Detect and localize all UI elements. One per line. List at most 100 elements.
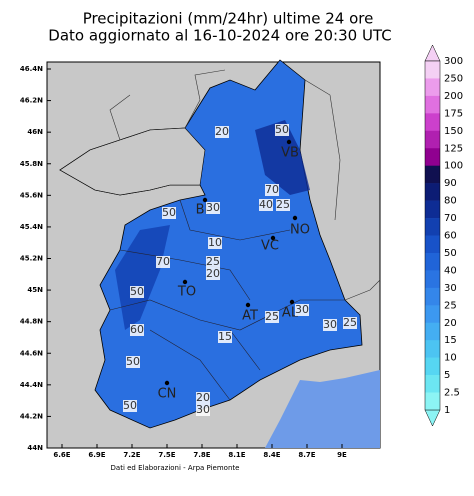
contour-label: 30 xyxy=(206,201,220,214)
contour-label: 20 xyxy=(196,391,210,404)
contour-label: 25 xyxy=(343,316,357,329)
sea xyxy=(265,370,380,448)
colorbar-cell xyxy=(425,235,440,254)
aosta xyxy=(59,127,206,196)
lat-tick-label: 44.4N xyxy=(20,381,43,389)
colorbar-label: 250 xyxy=(444,73,463,84)
lon-tick-label: 6.9E xyxy=(88,451,105,459)
colorbar-label: 90 xyxy=(444,178,457,189)
city-dot xyxy=(164,380,170,386)
contour-label: 60 xyxy=(130,323,144,336)
lon-tick-label: 6.6E xyxy=(53,451,70,459)
province-border xyxy=(109,199,345,401)
colorbar-cell xyxy=(425,113,440,132)
colorbar-label: 1 xyxy=(444,405,450,416)
contour-label: 50 xyxy=(130,285,144,298)
label-box xyxy=(265,311,279,323)
label-box xyxy=(206,202,220,214)
colorbar-cell xyxy=(425,200,440,219)
label-box xyxy=(162,207,176,219)
colorbar-label: 60 xyxy=(444,231,457,242)
city-dot xyxy=(286,139,292,145)
colorbar-label: 25 xyxy=(444,300,457,311)
lat-tick-label: 46N xyxy=(27,128,43,136)
border xyxy=(109,69,381,301)
city-label: AL xyxy=(282,306,299,321)
colorbar-cell xyxy=(425,392,440,411)
contour-label: 25 xyxy=(206,255,220,268)
label-box xyxy=(218,331,232,343)
lon-tick-label: 8.1E xyxy=(228,451,245,459)
contour-label: 50 xyxy=(162,206,176,219)
label-box xyxy=(276,199,290,211)
subtitle: Dato aggiornato al 16-10-2024 ore 20:30 … xyxy=(48,27,391,45)
label-box xyxy=(196,392,210,404)
lon-tick-label: 8.7E xyxy=(298,451,315,459)
contour-label: 50 xyxy=(126,355,140,368)
footer: Dati ed Elaborazioni - Arpa Piemonte xyxy=(111,464,240,472)
contour-label: 50 xyxy=(123,399,137,412)
lat-tick-label: 44.8N xyxy=(20,318,43,326)
colorbar-label: 40 xyxy=(444,265,457,276)
colorbar-cell xyxy=(425,130,440,149)
label-box xyxy=(259,199,273,211)
label-box xyxy=(123,400,137,412)
city-label: AT xyxy=(242,309,258,324)
map xyxy=(46,59,381,449)
label-box xyxy=(196,404,210,416)
label-box xyxy=(265,184,279,196)
contour-label: 10 xyxy=(208,236,222,249)
label-box xyxy=(156,256,170,268)
lat-tick-label: 44.2N xyxy=(20,412,43,420)
colorbar-label: 125 xyxy=(444,143,463,154)
colorbar-label: 20 xyxy=(444,318,457,329)
contour-label: 15 xyxy=(218,330,232,343)
colorbar-cell xyxy=(425,165,440,184)
contour-label: 25 xyxy=(265,310,279,323)
lon-tick-label: 7.8E xyxy=(193,451,210,459)
colorbar-cell xyxy=(425,95,440,114)
colorbar: 300 250 200 175 150 125 100 90 80 70 60 50 40 30 25 20 1… xyxy=(424,44,463,427)
colorbar-cell xyxy=(425,218,440,236)
colorbar-label: 80 xyxy=(444,196,457,207)
label-box xyxy=(323,319,337,331)
contour-label: 40 xyxy=(259,198,273,211)
colorbar-label: 5 xyxy=(444,370,450,381)
colorbar-tip xyxy=(424,409,441,427)
label-box xyxy=(130,286,144,298)
lat-tick-label: 45N xyxy=(27,286,43,294)
contour-label: 70 xyxy=(265,183,279,196)
city-label: TO xyxy=(177,285,196,300)
contour-label: 50 xyxy=(275,123,289,136)
colorbar-cell xyxy=(425,252,440,271)
label-box xyxy=(295,304,309,316)
lon-tick-label: 8.4E xyxy=(263,451,280,459)
lat-tick-label: 46.2N xyxy=(20,97,43,105)
label-box xyxy=(275,124,289,136)
colorbar-cell xyxy=(425,78,440,97)
lat-tick-label: 44N xyxy=(27,444,43,452)
colorbar-cell xyxy=(425,148,440,166)
colorbar-label: 50 xyxy=(444,248,457,259)
lat-tick-label: 46.4N xyxy=(20,65,43,73)
city-label: BI xyxy=(196,203,209,218)
colorbar-label: 70 xyxy=(444,213,457,224)
colorbar-label: 10 xyxy=(444,353,457,364)
colorbar-label: 2.5 xyxy=(444,388,460,399)
colorbar-label: 15 xyxy=(444,335,457,346)
contour-label: 30 xyxy=(323,318,337,331)
city-dot xyxy=(292,215,298,221)
colorbar-cell xyxy=(425,340,440,358)
city-label: VB xyxy=(281,146,299,161)
lon-tick-label: 7.5E xyxy=(158,451,175,459)
colorbar-label: 100 xyxy=(444,161,463,172)
contour-label: 70 xyxy=(156,255,170,268)
lat-tick-label: 45.6N xyxy=(20,191,43,199)
colorbar-cell xyxy=(425,322,440,341)
colorbar-cell xyxy=(425,183,440,201)
colorbar-cell xyxy=(425,357,440,376)
city-dot xyxy=(245,302,251,308)
colorbar-cell xyxy=(425,375,440,393)
colorbar-label: 150 xyxy=(444,126,463,137)
colorbar-label: 300 xyxy=(444,56,463,67)
